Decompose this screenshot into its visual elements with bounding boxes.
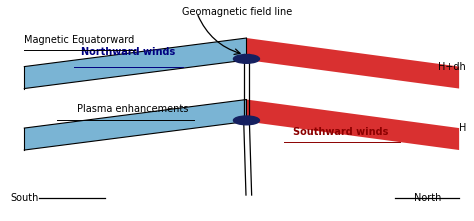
Text: Plasma enhancements: Plasma enhancements <box>77 104 189 114</box>
Text: Northward winds: Northward winds <box>81 47 175 57</box>
Text: North: North <box>414 193 442 203</box>
Text: Magnetic Equatorward: Magnetic Equatorward <box>24 35 135 45</box>
Polygon shape <box>246 99 459 150</box>
Ellipse shape <box>234 55 259 63</box>
Polygon shape <box>246 38 459 89</box>
Text: H+dh: H+dh <box>438 62 466 72</box>
Text: South: South <box>10 193 38 203</box>
Polygon shape <box>24 99 246 150</box>
Text: Southward winds: Southward winds <box>293 127 389 137</box>
Ellipse shape <box>234 116 259 125</box>
Polygon shape <box>24 38 246 89</box>
Text: H: H <box>459 123 466 133</box>
Text: Geomagnetic field line: Geomagnetic field line <box>182 7 292 17</box>
